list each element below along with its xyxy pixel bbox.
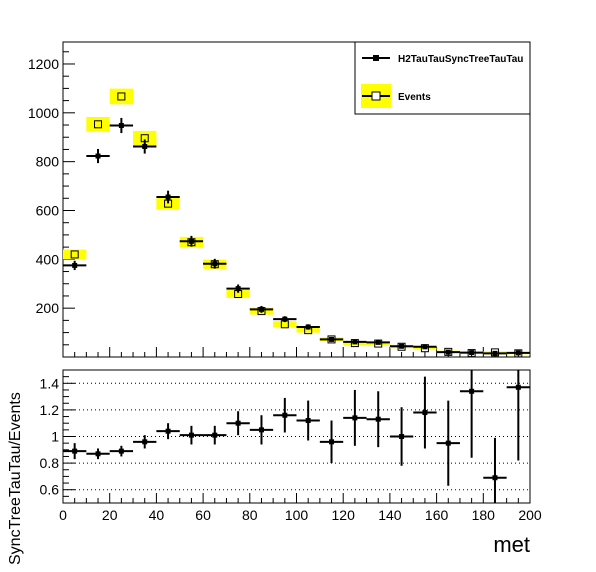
tree-data-point <box>212 261 218 267</box>
tree-data-point <box>445 349 451 355</box>
ratio-data-point <box>165 428 171 434</box>
ratio-x-tick-label: 180 <box>472 507 496 523</box>
tree-data-point <box>142 144 148 150</box>
ratio-data-point <box>399 434 405 439</box>
ratio-data-point <box>515 384 521 390</box>
tree-data-point <box>352 339 358 345</box>
tree-data-point <box>282 316 288 322</box>
ratio-x-tick-label: 120 <box>332 507 356 523</box>
ratio-data-point <box>422 410 428 416</box>
legend-label-events: Events <box>398 92 431 103</box>
ratio-data-point <box>492 475 498 481</box>
tree-data-point <box>305 324 311 330</box>
ratio-data-point <box>445 440 451 446</box>
main-y-tick-label: 1200 <box>28 56 59 72</box>
ratio-data-point <box>375 416 381 422</box>
tree-data-point <box>375 339 381 345</box>
ratio-x-tick-label: 0 <box>59 507 67 523</box>
events-error-band <box>296 327 320 333</box>
legend-label-tree: H2TauTauSyncTreeTauTau <box>398 54 523 65</box>
tree-data-point <box>399 343 405 349</box>
ratio-data-point <box>212 432 218 438</box>
ratio-data-point <box>329 439 335 445</box>
events-error-band <box>109 88 134 105</box>
events-error-band <box>86 116 110 132</box>
tree-data-point <box>188 238 194 244</box>
events-square-marker <box>70 250 79 259</box>
ratio-x-tick-label: 60 <box>195 507 211 523</box>
ratio-data-point <box>258 427 264 433</box>
main-y-tick-label: 200 <box>36 300 60 316</box>
ratio-y-tick-label: 1 <box>51 429 59 445</box>
events-error-band <box>226 290 250 298</box>
x-axis-title: met <box>493 532 530 557</box>
ratio-data-point <box>188 432 194 438</box>
tree-data-point <box>72 262 78 268</box>
ratio-data-point <box>118 448 124 454</box>
ratio-y-tick-label: 1.4 <box>40 375 60 391</box>
tree-data-point <box>118 123 124 129</box>
legend: H2TauTauSyncTreeTauTau Events <box>354 41 531 115</box>
ratio-x-tick-label: 80 <box>242 507 258 523</box>
tree-data-point <box>515 350 521 356</box>
legend-square-marker <box>371 91 381 101</box>
tree-data-point <box>95 153 101 159</box>
y-axis-title-ratio: SyncTreeTauTau/Events <box>7 392 24 565</box>
ratio-x-tick-label: 160 <box>425 507 449 523</box>
events-error-band <box>63 249 87 260</box>
ratio-x-tick-label: 100 <box>285 507 309 523</box>
tree-data-point <box>329 336 335 342</box>
ratio-plot-frame <box>62 369 531 504</box>
ratio-data-point <box>95 451 101 457</box>
tree-data-point <box>235 286 241 292</box>
ratio-x-tick-label: 200 <box>518 507 542 523</box>
ratio-data-point <box>352 415 358 421</box>
tree-data-point <box>422 344 428 350</box>
main-y-tick-label: 1000 <box>28 105 59 121</box>
events-error-band <box>156 197 180 210</box>
ratio-y-tick-label: 0.8 <box>40 455 60 471</box>
events-error-band <box>133 130 157 146</box>
events-square-marker <box>117 92 126 101</box>
legend-series-marker <box>373 55 379 61</box>
ratio-data-point <box>142 439 148 445</box>
ratio-x-tick-label: 20 <box>102 507 118 523</box>
ratio-y-tick-label: 0.6 <box>40 482 60 498</box>
ratio-data-point <box>282 412 288 418</box>
main-y-tick-label: 400 <box>36 251 60 267</box>
ratio-data-point <box>72 448 78 454</box>
tree-data-point <box>258 306 264 312</box>
ratio-data-point <box>469 388 475 394</box>
main-y-tick-label: 800 <box>36 154 60 170</box>
tree-data-point <box>492 350 498 356</box>
ratio-x-tick-label: 140 <box>378 507 402 523</box>
events-square-marker <box>94 120 103 129</box>
ratio-y-tick-label: 1.2 <box>40 402 60 418</box>
tree-data-point <box>165 194 171 200</box>
main-y-tick-label: 600 <box>36 202 60 218</box>
ratio-data-point <box>235 420 241 426</box>
events-error-band <box>273 321 297 328</box>
tree-data-point <box>469 350 475 356</box>
ratio-panel: 0.6 0.8 1 1.2 1.4 0 20 40 60 80 100 120 140 160 180 200 <box>40 369 542 523</box>
ratio-data-point <box>305 418 311 424</box>
ratio-x-tick-label: 40 <box>149 507 165 523</box>
